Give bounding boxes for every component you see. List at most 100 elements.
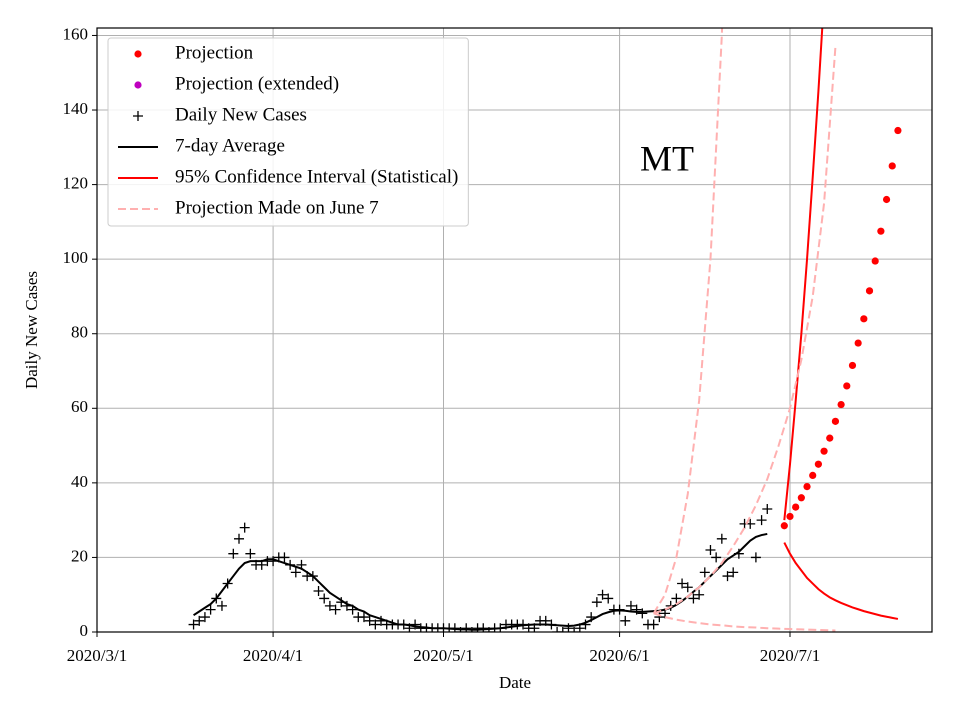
case-marker	[279, 552, 290, 563]
projection-dot	[854, 339, 862, 347]
case-marker	[370, 619, 381, 630]
legend-label: Projection (extended)	[175, 73, 339, 94]
case-marker	[716, 533, 727, 544]
case-marker	[358, 612, 369, 623]
case-marker	[569, 627, 580, 632]
series-line	[783, 542, 899, 620]
legend-label: Daily New Cases	[175, 104, 307, 125]
projection-dot	[831, 417, 840, 425]
projection-dot	[894, 126, 902, 135]
case-marker	[677, 578, 688, 589]
case-marker	[694, 589, 705, 600]
case-marker	[313, 585, 324, 596]
x-tick-label: 2020/6/1	[589, 646, 649, 665]
case-marker	[330, 604, 341, 615]
case-marker	[699, 567, 710, 578]
projection-dot	[803, 482, 811, 491]
legend-box	[107, 37, 469, 227]
case-marker	[750, 552, 761, 563]
case-marker	[711, 552, 722, 563]
case-marker	[728, 567, 739, 578]
legend-label: Projection	[175, 42, 254, 63]
case-marker	[597, 589, 608, 600]
legend-marker	[134, 50, 142, 58]
series-line	[652, 28, 724, 614]
case-marker	[234, 533, 245, 544]
x-tick-label: 2020/3/1	[67, 646, 127, 665]
y-tick-label: 20	[71, 546, 88, 565]
legend-label: Projection Made on June 7	[175, 197, 379, 218]
case-marker	[188, 619, 199, 630]
projection-dot	[797, 494, 805, 502]
x-tick-label: 2020/7/1	[760, 646, 820, 665]
y-tick-label: 100	[63, 248, 89, 267]
projection-dot	[882, 195, 891, 204]
projection-dot	[809, 471, 817, 480]
legend: Projection Projection (extended) Daily New…	[107, 37, 469, 227]
y-tick-label: 160	[63, 24, 89, 43]
projection-dot	[865, 287, 874, 295]
legend-label: 95% Confidence Interval (Statistical)	[175, 166, 458, 187]
case-marker	[466, 627, 477, 632]
projection-dot	[814, 460, 822, 468]
y-tick-label: 40	[71, 472, 88, 491]
y-tick-label: 60	[71, 397, 88, 416]
case-marker	[591, 597, 602, 608]
case-marker	[762, 503, 773, 514]
x-axis-label: Date	[499, 673, 531, 692]
y-axis-label: Daily New Cases	[22, 271, 41, 389]
projection-dot	[792, 503, 800, 511]
series-line	[653, 612, 836, 632]
case-marker	[199, 612, 210, 623]
case-marker	[194, 615, 205, 626]
projection-dot	[786, 512, 794, 521]
projection-dot	[837, 400, 845, 409]
legend-marker	[133, 111, 143, 121]
case-marker	[245, 548, 256, 559]
y-tick-label: 0	[80, 621, 89, 640]
projection-dot	[843, 382, 851, 390]
case-marker	[620, 615, 631, 626]
x-tick-label: 2020/4/1	[243, 646, 303, 665]
case-marker	[216, 600, 227, 611]
y-tick-label: 140	[63, 99, 89, 118]
case-marker	[756, 515, 767, 526]
case-marker	[671, 593, 682, 604]
case-marker	[324, 600, 335, 611]
case-marker	[637, 608, 648, 619]
projection-dot	[780, 522, 788, 530]
case-marker	[631, 604, 642, 615]
case-marker	[239, 522, 250, 533]
y-tick-label: 80	[71, 323, 88, 342]
case-marker	[625, 600, 636, 611]
legend-label: 7-day Average	[175, 135, 285, 156]
case-marker	[654, 612, 665, 623]
case-marker	[603, 593, 614, 604]
projection-dot	[877, 227, 885, 235]
projection-dot	[871, 257, 879, 265]
case-marker	[410, 619, 421, 630]
case-marker	[722, 571, 733, 582]
case-marker	[648, 619, 659, 630]
projection-dot	[820, 447, 828, 455]
case-marker	[705, 544, 716, 555]
legend-marker	[134, 81, 142, 89]
plot-frame	[96, 27, 933, 633]
case-marker	[557, 627, 568, 632]
projection-dot	[888, 162, 896, 170]
case-marker	[319, 593, 330, 604]
case-marker	[682, 582, 693, 593]
case-marker	[688, 593, 699, 604]
projection-dot	[860, 315, 868, 323]
case-marker	[364, 615, 375, 626]
series-line	[783, 28, 824, 521]
series-line	[653, 46, 837, 615]
chart-title: MT	[640, 138, 694, 178]
case-marker	[205, 604, 216, 615]
projection-dot	[826, 434, 834, 442]
x-tick-label: 2020/5/1	[413, 646, 473, 665]
projection-dot	[848, 361, 857, 370]
y-tick-label: 120	[63, 173, 89, 192]
case-marker	[290, 567, 301, 578]
